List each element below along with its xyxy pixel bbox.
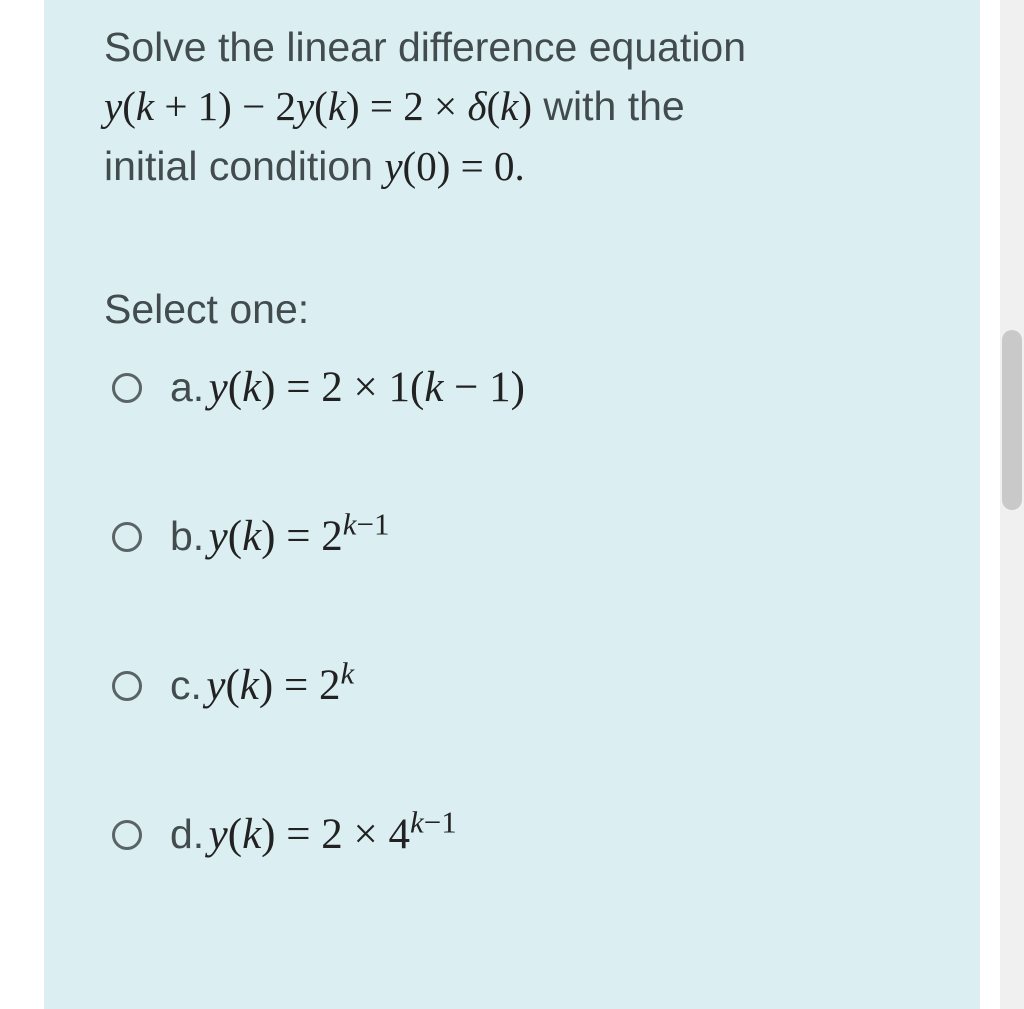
- option-d-formula: y(k) = 2 × 4k−1: [209, 811, 457, 858]
- question-line3-prefix: initial condition: [104, 143, 384, 189]
- option-c-content: c. y(k) = 2k: [170, 661, 354, 710]
- options-list: a. y(k) = 2 × 1(k − 1) b. y(k) = 2k−1 c.…: [112, 363, 920, 859]
- option-b-content: b. y(k) = 2k−1: [170, 512, 389, 561]
- option-d-content: d. y(k) = 2 × 4k−1: [170, 810, 457, 859]
- option-c[interactable]: c. y(k) = 2k: [112, 661, 920, 710]
- option-a-formula: y(k) = 2 × 1(k − 1): [209, 364, 525, 411]
- option-c-formula: y(k) = 2k: [206, 662, 354, 709]
- question-stem: Solve the linear difference equation y(k…: [104, 18, 920, 196]
- initial-condition: y(0) = 0.: [384, 143, 524, 189]
- radio-c[interactable]: [112, 671, 142, 701]
- option-b-formula: y(k) = 2k−1: [209, 513, 390, 560]
- scrollbar-thumb[interactable]: [1002, 330, 1022, 510]
- option-a-content: a. y(k) = 2 × 1(k − 1): [170, 363, 525, 412]
- option-d-letter: d.: [170, 811, 204, 857]
- question-with: with the: [532, 83, 685, 129]
- option-a[interactable]: a. y(k) = 2 × 1(k − 1): [112, 363, 920, 412]
- scrollbar-track[interactable]: [1000, 0, 1024, 1009]
- question-line1: Solve the linear difference equation: [104, 24, 746, 70]
- option-c-letter: c.: [170, 662, 202, 708]
- question-panel: Solve the linear difference equation y(k…: [44, 0, 980, 1009]
- radio-b[interactable]: [112, 522, 142, 552]
- option-b[interactable]: b. y(k) = 2k−1: [112, 512, 920, 561]
- option-a-letter: a.: [170, 364, 204, 410]
- radio-a[interactable]: [112, 373, 142, 403]
- select-one-prompt: Select one:: [104, 286, 920, 333]
- option-d[interactable]: d. y(k) = 2 × 4k−1: [112, 810, 920, 859]
- question-equation: y(k + 1) − 2y(k) = 2 × δ(k): [104, 83, 532, 129]
- option-b-letter: b.: [170, 513, 204, 559]
- radio-d[interactable]: [112, 820, 142, 850]
